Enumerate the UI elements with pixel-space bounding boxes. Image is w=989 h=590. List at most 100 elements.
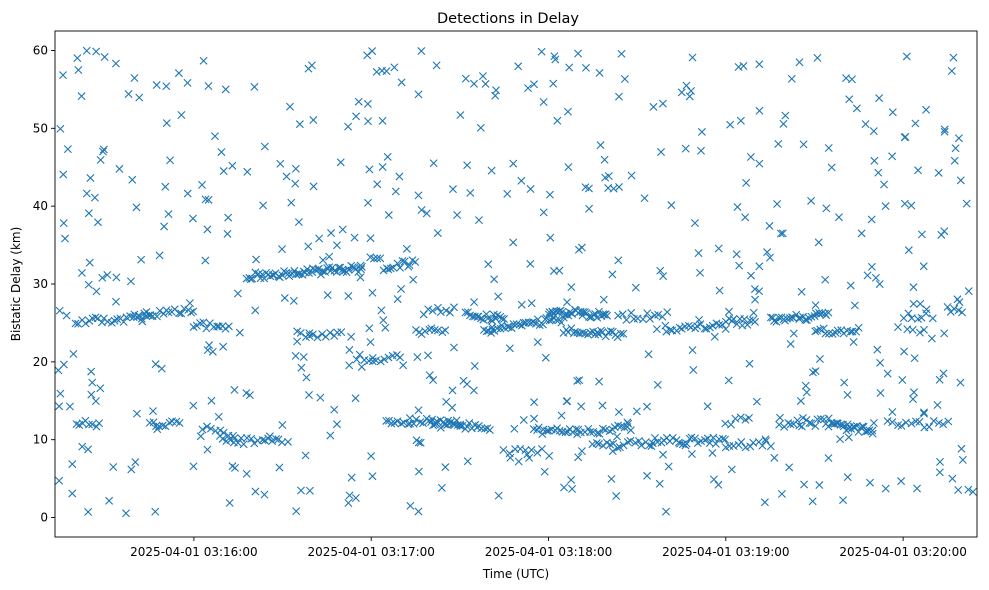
data-point [549,266,558,275]
data-point [867,262,876,271]
data-point [497,314,506,323]
data-point [557,318,566,327]
data-point [627,308,636,317]
data-point [155,306,164,315]
data-point [574,453,583,462]
data-point [100,53,109,62]
data-point [470,312,479,321]
data-point [577,447,586,456]
data-point [781,111,790,120]
data-point [354,97,363,106]
data-point [615,182,624,191]
data-point [863,271,872,280]
data-point [568,484,577,493]
data-point [614,421,623,430]
data-point [801,381,810,390]
data-point [595,68,604,77]
data-point [747,271,755,280]
data-point [206,424,215,433]
data-point [808,368,817,377]
data-point [417,206,426,215]
data-point [307,61,316,70]
data-point [555,426,564,435]
data-point [59,170,68,179]
data-point [666,325,675,334]
data-point [935,375,944,384]
data-point [688,346,697,355]
data-point [721,435,730,444]
data-point [574,49,583,58]
data-point [418,419,427,428]
data-point [766,442,775,451]
data-point [577,243,586,252]
data-point [927,334,936,343]
data-point [742,178,751,187]
data-point [736,116,745,125]
data-point [505,344,514,353]
data-point [86,173,95,182]
data-point [378,116,387,125]
data-point [293,337,302,346]
data-point [229,438,238,447]
data-point [318,330,327,339]
data-point [142,308,151,316]
data-point [336,158,345,167]
data-point [189,401,198,410]
data-point [933,401,942,410]
data-point [695,315,704,324]
data-point [299,353,308,362]
data-point [406,501,415,510]
data-point [813,415,822,424]
data-point [519,415,528,424]
data-point [515,320,524,329]
data-point [540,467,549,476]
data-point [708,448,717,457]
data-point [96,155,105,164]
data-point [577,402,586,411]
data-point [637,441,646,450]
data-point [595,377,604,386]
data-point [659,272,668,281]
data-point [526,185,535,194]
data-point [326,431,335,440]
data-point [332,268,341,277]
data-point [295,120,304,129]
data-point [74,66,83,74]
data-point [545,190,554,199]
data-point [470,361,479,370]
data-point [344,498,353,507]
data-point [653,380,662,389]
x-axis-label: Time (UTC) [482,567,549,581]
data-point [470,79,479,88]
data-point [634,436,643,445]
data-point [734,63,743,71]
data-point [211,132,219,141]
data-point [201,256,210,265]
data-point [950,304,959,313]
data-point [850,423,859,432]
data-point [364,117,373,126]
data-point [631,283,640,292]
data-point [345,361,354,370]
data-point [278,421,287,430]
data-point [352,355,361,364]
data-point [552,307,561,316]
data-point [523,450,532,459]
data-point [278,245,286,254]
data-point [785,463,794,472]
data-point [291,179,300,188]
data-point [131,458,140,467]
data-point [109,463,118,471]
data-point [530,80,538,89]
data-point [805,418,814,427]
data-point [789,329,798,338]
data-point [711,439,720,448]
data-point [638,315,647,324]
data-point [908,395,917,404]
x-tick-label: 2025-04-01 03:20:00 [839,545,966,559]
data-point [964,485,973,494]
y-tick-label: 60 [33,43,48,57]
data-point [84,507,93,516]
data-point [787,74,796,83]
data-point [922,305,931,314]
